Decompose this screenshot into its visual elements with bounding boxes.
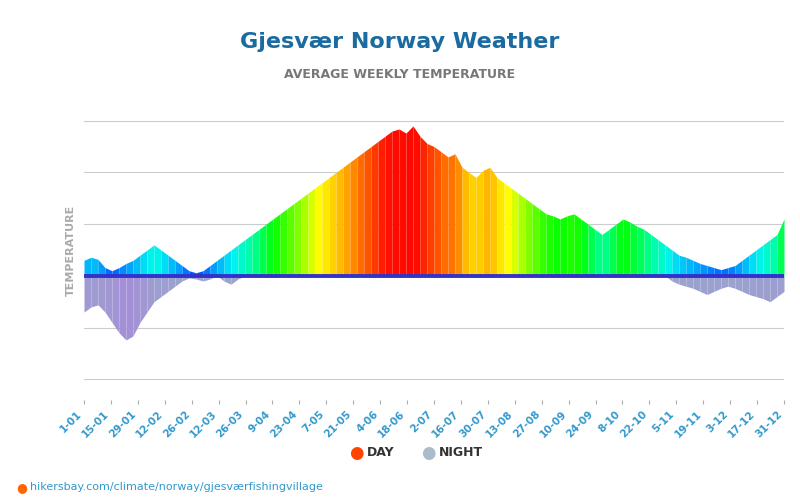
Text: DAY: DAY bbox=[366, 446, 394, 459]
Text: ●: ● bbox=[16, 481, 27, 494]
Text: Gjesvær Norway Weather: Gjesvær Norway Weather bbox=[240, 32, 560, 52]
Text: ●: ● bbox=[422, 444, 436, 462]
Text: AVERAGE WEEKLY TEMPERATURE: AVERAGE WEEKLY TEMPERATURE bbox=[285, 68, 515, 81]
Y-axis label: TEMPERATURE: TEMPERATURE bbox=[66, 204, 76, 296]
Text: NIGHT: NIGHT bbox=[438, 446, 482, 459]
Text: hikersbay.com/climate/norway/gjesværfishingvillage: hikersbay.com/climate/norway/gjesværfish… bbox=[30, 482, 323, 492]
Text: ●: ● bbox=[350, 444, 364, 462]
